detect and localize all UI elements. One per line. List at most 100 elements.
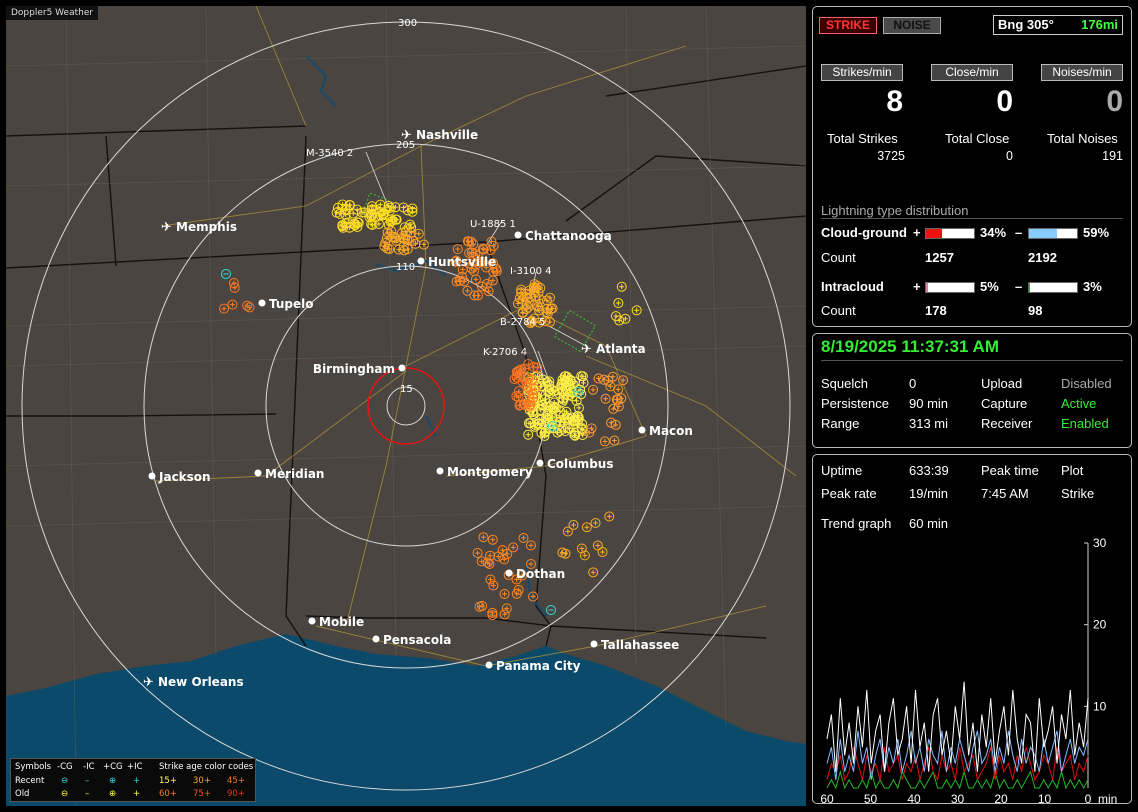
city-dot: [590, 640, 598, 648]
city-name: Montgomery: [447, 465, 533, 479]
strike-marker: [599, 374, 610, 385]
strike-marker: [577, 430, 588, 441]
strike-marker: [597, 547, 608, 558]
strike-marker: [537, 374, 548, 385]
strike-marker: [573, 402, 584, 413]
city-marker: ✈ Nashville: [401, 128, 478, 143]
divider: [821, 360, 1123, 361]
strike-marker: [525, 558, 536, 569]
noises-min-value: 0: [1106, 85, 1123, 118]
peak-time-value: 7:45 AM: [981, 486, 1029, 501]
trend-graph-value: 60 min: [909, 516, 949, 531]
storm-cell-label: U-1885 1: [470, 219, 516, 230]
age-code: 60+: [159, 789, 177, 799]
strike-marker: [509, 374, 520, 385]
strike-marker: [477, 243, 488, 254]
cg-neg-count: 2192: [1028, 250, 1057, 265]
total-close-label: Total Close: [945, 131, 1010, 146]
total-strikes-label: Total Strikes: [827, 131, 898, 146]
strike-marker: [502, 548, 513, 559]
strike-marker: [396, 228, 407, 239]
x-tick-label: 50: [864, 792, 878, 803]
divider: [821, 218, 1123, 219]
upload-label: Upload: [981, 376, 1023, 391]
pos-ic-recent-icon: +: [133, 776, 141, 786]
strike-marker: [616, 281, 627, 292]
highways: [155, 6, 797, 667]
strike-marker: [549, 403, 560, 414]
strike-marker: [529, 421, 540, 432]
plot-value[interactable]: Strike: [1061, 486, 1095, 501]
noise-tab[interactable]: NOISE: [883, 17, 941, 34]
strike-marker: [564, 380, 575, 391]
strike-marker: [485, 574, 496, 585]
strike-marker: [482, 557, 493, 568]
strike-marker: [534, 305, 545, 316]
map-canvas[interactable]: 300 205 110 15 ✈ Nashville ✈ Memphis Chattan…: [6, 6, 806, 806]
lightning-map[interactable]: Doppler5 Weather: [6, 6, 806, 806]
x-tick-label: 20: [994, 792, 1008, 803]
count-label: Count: [821, 250, 856, 265]
strike-marker: [541, 295, 552, 306]
strike-marker: [486, 236, 497, 247]
persistence-label: Persistence: [821, 396, 889, 411]
strike-marker: [501, 603, 512, 614]
range-label: Range: [821, 416, 860, 431]
trend-series-line: [826, 747, 1089, 782]
city-marker: Dothan: [505, 567, 565, 581]
strike-marker: [544, 292, 555, 303]
strike-marker: [383, 219, 394, 230]
strike-marker: [593, 373, 604, 384]
legend-age-title: Strike age color codes: [159, 762, 254, 772]
city-name: Panama City: [496, 659, 581, 673]
strike-tab[interactable]: STRIKE: [819, 17, 877, 34]
capture-label: Capture: [981, 396, 1028, 411]
city-marker: Chattanooga: [514, 229, 612, 243]
peak-rate-value: 19/min: [909, 486, 949, 501]
peak-time-label: Peak time: [981, 463, 1039, 478]
strike-marker: [557, 547, 568, 558]
strike-marker: [529, 279, 540, 290]
strike-marker: [562, 526, 573, 537]
strike-marker: [513, 298, 524, 309]
strike-marker: [519, 364, 530, 375]
strike-markers: [219, 199, 642, 621]
city-marker: Columbus: [536, 457, 614, 471]
age-code: 90+: [227, 789, 245, 799]
strike-marker: [528, 591, 539, 602]
squelch-label: Squelch: [821, 376, 868, 391]
intracloud-label: Intracloud: [821, 279, 884, 294]
strike-marker: [528, 409, 539, 420]
pos-cg-recent-icon: ⊕: [109, 776, 117, 786]
strike-marker: [375, 199, 386, 210]
city-marker: Tupelo: [258, 297, 314, 311]
city-dot: [514, 231, 522, 239]
lake-pontchartrain: [156, 666, 206, 684]
total-noises-value: 191: [1102, 149, 1123, 163]
strike-marker: [491, 263, 502, 274]
ic-pos-pct: 5%: [980, 279, 999, 294]
city-name: Mobile: [319, 615, 364, 629]
strike-marker: [229, 282, 240, 293]
minus-sign: –: [1015, 279, 1023, 294]
airplane-icon: ✈: [401, 128, 412, 143]
strike-marker: [528, 389, 539, 400]
airplane-icon: ✈: [143, 675, 154, 690]
receiver-label: Receiver: [981, 416, 1033, 431]
total-noises-label: Total Noises: [1047, 131, 1118, 146]
trend-series-line: [826, 769, 1089, 790]
strike-marker: [499, 589, 510, 600]
city-name: Dothan: [516, 567, 565, 581]
persistence-value: 90 min: [909, 396, 949, 411]
city-marker: Pensacola: [372, 633, 451, 647]
strike-marker: [477, 600, 488, 611]
strike-marker: [631, 305, 642, 316]
strike-marker: [478, 532, 489, 543]
strike-marker: [387, 232, 398, 243]
strike-marker-recent: [573, 387, 583, 397]
neg-cg-old-icon: ⊖: [61, 789, 69, 799]
strike-marker: [418, 239, 429, 250]
strike-marker: [530, 419, 541, 430]
city-name: Tallahassee: [601, 638, 679, 652]
legend-col: +IC: [127, 762, 143, 772]
